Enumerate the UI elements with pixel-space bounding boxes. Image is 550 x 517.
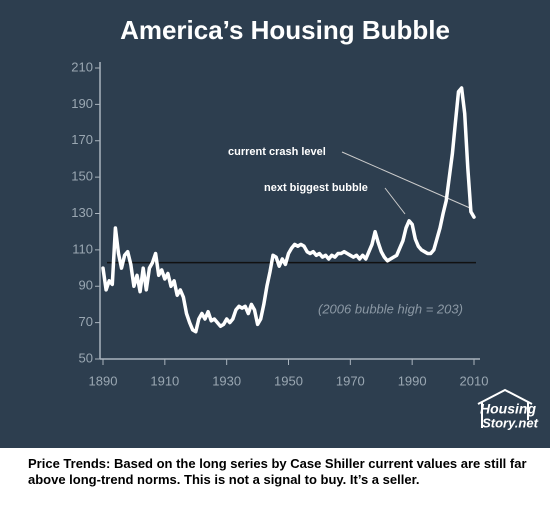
y-tick-label: 150	[71, 169, 93, 184]
logo-text: Housing	[480, 401, 536, 417]
leader-line	[341, 151, 471, 209]
x-tick-label: 1930	[212, 373, 241, 388]
x-tick-label: 1890	[89, 373, 118, 388]
background	[0, 0, 550, 448]
logo-text: Story.net	[482, 415, 539, 430]
annotation: next biggest bubble	[264, 182, 368, 194]
x-tick-label: 2010	[460, 373, 489, 388]
y-tick-label: 50	[79, 350, 93, 365]
annotation: (2006 bubble high = 203)	[318, 301, 463, 316]
x-tick-label: 1970	[336, 373, 365, 388]
y-tick-label: 110	[72, 241, 93, 256]
x-tick-label: 1990	[398, 373, 427, 388]
y-tick-label: 70	[79, 314, 93, 329]
caption: Price Trends: Based on the long series b…	[28, 456, 527, 487]
y-tick-label: 190	[71, 96, 93, 111]
line-series	[101, 86, 476, 334]
y-tick-label: 170	[71, 132, 93, 147]
chart: America’s Housing Bubble current crash l…	[0, 0, 550, 448]
annotation: current crash level	[228, 146, 326, 158]
chart-title: America’s Housing Bubble	[120, 15, 450, 45]
logo-house	[477, 388, 533, 428]
leader-line	[384, 187, 406, 215]
x-tick-label: 1950	[274, 373, 303, 388]
y-tick-label: 210	[71, 59, 93, 74]
x-tick-label: 1910	[150, 373, 179, 388]
y-tick-label: 130	[71, 205, 93, 220]
y-tick-label: 90	[79, 278, 93, 293]
